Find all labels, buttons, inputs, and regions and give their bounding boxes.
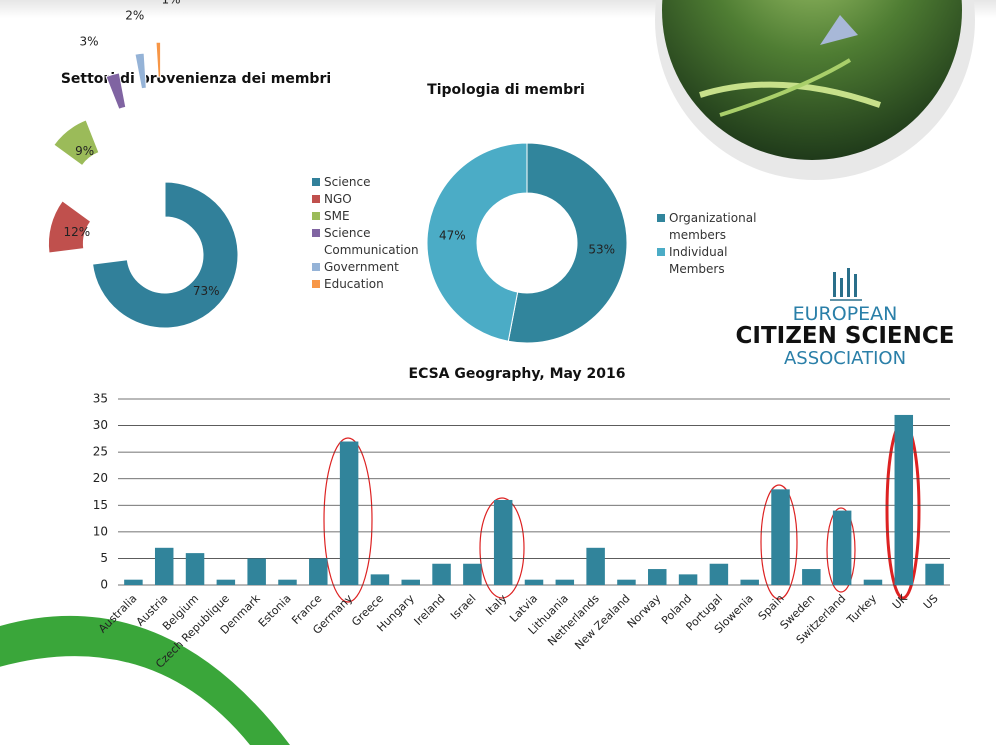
legend-item: NGO	[312, 191, 412, 208]
y-tick-label: 10	[93, 524, 108, 538]
bar	[339, 441, 359, 585]
bar	[309, 558, 328, 585]
y-tick-label: 0	[100, 578, 108, 592]
data-label: 3%	[80, 34, 99, 48]
bar	[678, 574, 698, 585]
y-tick-label: 15	[93, 498, 108, 512]
bar	[555, 579, 575, 585]
x-tick-label: Norway	[625, 592, 664, 631]
bar	[185, 553, 205, 585]
decor-arc	[0, 615, 290, 745]
legend-label: NGO	[324, 192, 352, 206]
bar	[617, 579, 636, 585]
y-tick-label: 30	[93, 418, 108, 432]
bar	[771, 489, 790, 585]
legend-swatch	[312, 280, 320, 288]
bar	[401, 579, 420, 585]
bar	[648, 569, 667, 585]
pie-slice	[92, 181, 239, 329]
bar	[493, 499, 513, 585]
legend-swatch	[312, 195, 320, 203]
bar	[432, 563, 451, 585]
bar	[524, 579, 544, 585]
bar	[247, 558, 266, 585]
y-tick-label: 20	[93, 471, 108, 485]
legend-item: SME	[312, 208, 412, 225]
data-label: 1%	[161, 0, 180, 7]
x-tick-label: Estonia	[256, 592, 294, 630]
legend-label: Organizational members	[669, 211, 757, 242]
bar	[894, 414, 914, 585]
x-tick-label: Israel	[448, 592, 478, 622]
legend-item: Government	[312, 259, 412, 276]
legend-label: Government	[324, 260, 399, 274]
legend-label: Education	[324, 277, 384, 291]
x-tick-label: US	[921, 592, 941, 612]
bar	[832, 510, 852, 585]
legend-label: Individual Members	[669, 245, 728, 276]
logo: EUROPEAN CITIZEN SCIENCE ASSOCIATION	[736, 268, 955, 369]
y-tick-label: 5	[100, 551, 108, 565]
bar	[278, 579, 297, 585]
legend-label: SME	[324, 209, 350, 223]
data-label: 2%	[125, 8, 144, 22]
legend-item: Science Communication	[312, 225, 419, 259]
legend-item: Individual Members	[657, 244, 749, 278]
data-label: 53%	[588, 243, 615, 257]
x-tick-label: Turkey	[844, 592, 880, 628]
bar	[925, 563, 944, 585]
legend: Science NGO SME Science Communication Govern…	[312, 174, 419, 293]
legend-item: Education	[312, 276, 412, 293]
bar	[802, 569, 821, 585]
pie-slice	[155, 41, 162, 78]
legend-swatch	[657, 248, 665, 256]
pie-slice	[47, 200, 92, 254]
photo	[655, 0, 975, 180]
legend-swatch	[312, 212, 320, 220]
x-tick-label: Ireland	[412, 592, 448, 628]
chart-title: ECSA Geography, May 2016	[409, 366, 626, 382]
pie-slice	[426, 142, 528, 342]
legend-item: Organizational members	[657, 210, 756, 244]
pie-slice	[507, 142, 628, 344]
data-label: 73%	[193, 284, 220, 298]
bar	[463, 563, 482, 585]
pie-slice	[134, 52, 147, 90]
pie-slice	[105, 72, 127, 110]
bar	[586, 547, 605, 585]
legend-swatch	[312, 178, 320, 186]
bar	[370, 574, 390, 585]
legend-swatch	[312, 229, 320, 237]
bar	[709, 563, 729, 585]
chart-title: Settori di provenienza dei membri	[61, 71, 331, 87]
y-tick-label: 25	[93, 445, 108, 459]
data-label: 9%	[75, 144, 94, 158]
x-tick-label: Italy	[483, 592, 509, 618]
legend-label: Science Communication	[324, 226, 419, 257]
x-tick-label: New Zealand	[572, 592, 632, 652]
bar	[124, 579, 143, 585]
legend: Organizational members Individual Members	[657, 210, 756, 278]
data-label: 12%	[64, 225, 91, 239]
data-label: 47%	[439, 228, 466, 242]
bar	[154, 547, 174, 585]
highlights	[323, 420, 921, 603]
y-tick-label: 35	[93, 392, 108, 406]
pie-slice	[53, 119, 100, 167]
logo-line: CITIZEN SCIENCE	[736, 323, 955, 349]
legend-swatch	[312, 263, 320, 271]
bar	[863, 579, 883, 585]
bar	[216, 579, 236, 585]
legend-item: Science	[312, 174, 412, 191]
bar	[740, 579, 759, 585]
legend-swatch	[657, 214, 665, 222]
logo-line: ASSOCIATION	[784, 348, 906, 369]
chart-title: Tipologia di membri	[427, 82, 585, 98]
legend-label: Science	[324, 175, 371, 189]
logo-line: EUROPEAN	[793, 303, 898, 325]
